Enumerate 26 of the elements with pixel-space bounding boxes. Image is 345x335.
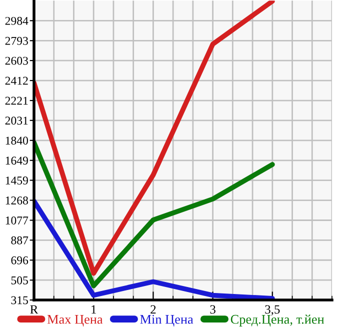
y-tick-label: 2793 xyxy=(5,36,28,45)
y-tick-label: 505 xyxy=(11,276,28,284)
x-tick-label: 3,5 xyxy=(265,305,280,316)
y-tick-label: 2603 xyxy=(5,56,28,65)
legend-label: Сред.Цена, т.йен xyxy=(230,314,324,326)
x-tick-label: 3 xyxy=(210,305,216,314)
y-tick-label: 696 xyxy=(11,256,28,264)
y-tick-label: 2412 xyxy=(5,76,28,85)
x-tick-label: 1 xyxy=(92,305,96,314)
x-tick-label: 2 xyxy=(150,305,156,314)
y-tick-label: 1649 xyxy=(6,156,28,165)
legend-label: Max Цена xyxy=(47,315,103,326)
y-tick-label: 2984 xyxy=(5,16,28,25)
y-tick-label: 315 xyxy=(11,296,28,304)
line-series xyxy=(34,140,275,288)
y-tick-label: 2031 xyxy=(5,116,28,125)
line-series xyxy=(34,0,275,276)
y-tick-label: 1459 xyxy=(6,176,28,184)
x-tick-label: R xyxy=(30,305,38,314)
y-tick-label: 1840 xyxy=(6,136,28,145)
y-tick-label: 1077 xyxy=(6,216,28,224)
y-tick-label: 887 xyxy=(11,236,28,244)
legend-label: Min Цена xyxy=(140,314,194,326)
y-tick-label: 1268 xyxy=(6,196,28,204)
y-tick-label: 2221 xyxy=(5,96,28,105)
line-series xyxy=(34,198,275,300)
